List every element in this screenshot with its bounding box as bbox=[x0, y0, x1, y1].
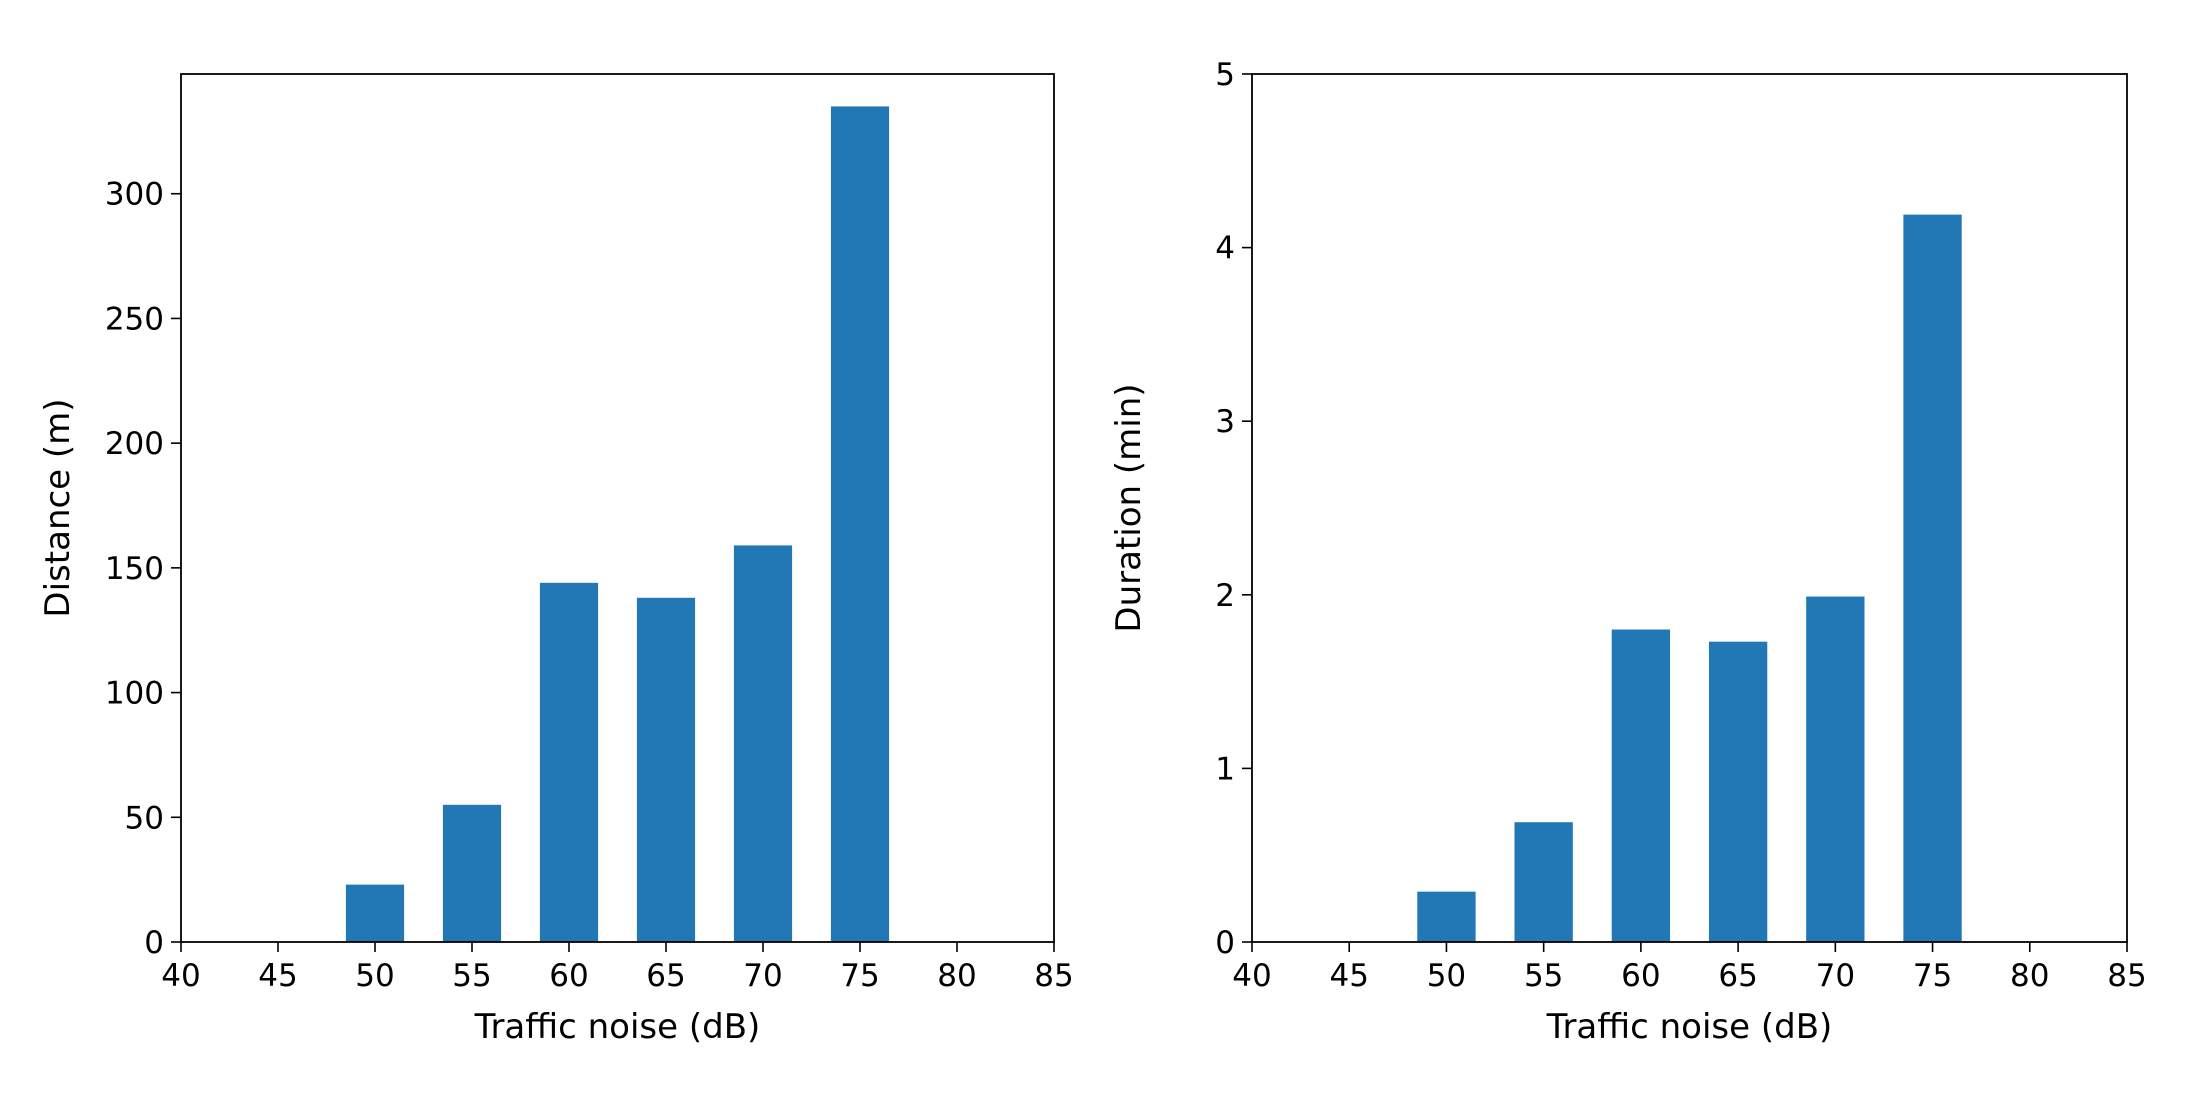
distance-x-tick-label-70: 70 bbox=[743, 958, 782, 994]
duration-bar-55 bbox=[1514, 822, 1573, 942]
distance-x-tick-label-85: 85 bbox=[1034, 958, 1073, 994]
duration-y-tick-label-3: 3 bbox=[1215, 404, 1235, 440]
distance-bar-55 bbox=[442, 804, 502, 942]
distance-y-tick-label-300: 300 bbox=[105, 177, 164, 213]
distance-x-tick-label-60: 60 bbox=[549, 958, 588, 994]
distance-y-tick-label-200: 200 bbox=[105, 426, 164, 462]
duration-x-ticks: 40 45 50 55 60 65 70 75 80 85 bbox=[1232, 942, 2147, 994]
duration-bar-75 bbox=[1903, 214, 1962, 943]
distance-x-axis-label: Traffic noise (dB) bbox=[474, 1007, 761, 1047]
distance-x-tick-label-80: 80 bbox=[937, 958, 976, 994]
distance-y-tick-label-250: 250 bbox=[105, 301, 164, 337]
duration-y-tick-label-0: 0 bbox=[1215, 925, 1235, 961]
duration-y-tick-label-5: 5 bbox=[1215, 57, 1235, 93]
distance-chart: 40 45 50 55 60 65 70 75 80 85 050100150200250300 … bbox=[38, 73, 1074, 1047]
distance-bar-65 bbox=[636, 597, 696, 942]
distance-x-tick-label-55: 55 bbox=[452, 958, 491, 994]
distance-y-tick-label-0: 0 bbox=[144, 925, 164, 961]
distance-y-tick-label-150: 150 bbox=[105, 551, 164, 587]
distance-y-axis-label: Distance (m) bbox=[38, 398, 78, 617]
duration-x-tick-label-85: 85 bbox=[2107, 958, 2146, 994]
distance-x-tick-label-45: 45 bbox=[258, 958, 297, 994]
duration-x-tick-label-45: 45 bbox=[1329, 958, 1368, 994]
duration-bar-60 bbox=[1611, 629, 1671, 942]
duration-x-tick-label-70: 70 bbox=[1816, 958, 1855, 994]
duration-y-axis-label: Duration (min) bbox=[1109, 383, 1149, 632]
distance-x-tick-label-50: 50 bbox=[355, 958, 394, 994]
distance-y-tick-label-100: 100 bbox=[105, 676, 164, 712]
duration-y-tick-label-1: 1 bbox=[1215, 751, 1235, 787]
distance-x-ticks: 40 45 50 55 60 65 70 75 80 85 bbox=[161, 942, 1074, 994]
distance-y-tick-label-50: 50 bbox=[125, 800, 164, 836]
duration-x-axis-label: Traffic noise (dB) bbox=[1546, 1007, 1833, 1047]
duration-x-tick-label-75: 75 bbox=[1913, 958, 1952, 994]
duration-bars bbox=[1417, 214, 1962, 943]
distance-bar-50 bbox=[345, 884, 405, 942]
distance-x-tick-label-40: 40 bbox=[161, 958, 200, 994]
distance-bar-70 bbox=[733, 545, 793, 942]
distance-plot-frame bbox=[180, 73, 1055, 943]
duration-x-tick-label-50: 50 bbox=[1427, 958, 1466, 994]
duration-x-tick-label-40: 40 bbox=[1232, 958, 1271, 994]
distance-x-tick-label-65: 65 bbox=[646, 958, 685, 994]
distance-bars bbox=[345, 106, 890, 942]
distance-x-tick-label-75: 75 bbox=[840, 958, 879, 994]
distance-bar-75 bbox=[830, 106, 890, 942]
distance-y-ticks: 0 50 100 150 200 250 300 bbox=[105, 177, 181, 961]
duration-x-tick-label-80: 80 bbox=[2010, 958, 2049, 994]
duration-x-tick-label-55: 55 bbox=[1524, 958, 1563, 994]
duration-bar-70 bbox=[1806, 596, 1865, 942]
duration-y-ticks: 0 1 2 3 4 5 bbox=[1215, 57, 1252, 961]
duration-y-tick-label-4: 4 bbox=[1215, 231, 1235, 267]
duration-y-tick-label-2: 2 bbox=[1215, 578, 1235, 614]
duration-x-tick-label-60: 60 bbox=[1621, 958, 1660, 994]
duration-plot-frame bbox=[1251, 73, 2128, 943]
distance-bar-60 bbox=[539, 582, 599, 942]
duration-bar-50 bbox=[1417, 891, 1476, 942]
duration-bar-65 bbox=[1708, 641, 1768, 942]
duration-x-tick-label-65: 65 bbox=[1718, 958, 1757, 994]
